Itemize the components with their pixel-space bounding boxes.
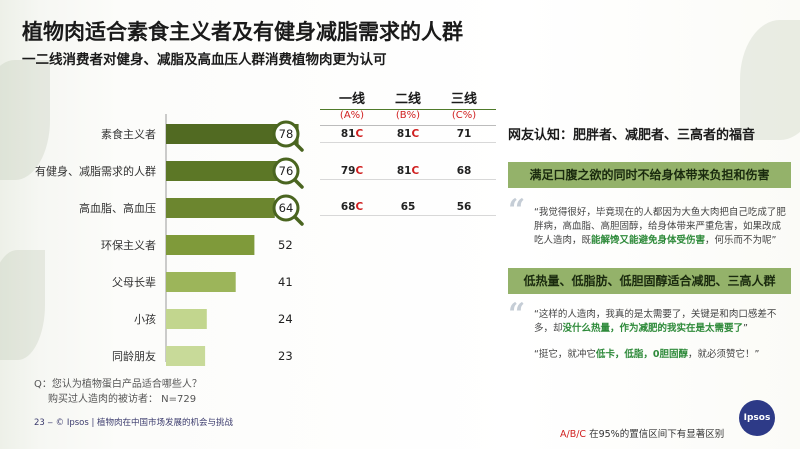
tier-value: 56 <box>440 198 488 216</box>
tier-value-number: 68 <box>340 201 356 213</box>
tier-value: 65 <box>384 198 432 216</box>
sig-mark: C <box>355 201 364 213</box>
quote-icon: “ <box>508 193 526 228</box>
sig-codes: A/B/C <box>560 429 587 440</box>
netizen-quote: “我觉得很好，毕竟现在的人都因为大鱼大肉把自己吃成了肥胖病，高血脂、高胆固醇，给… <box>534 206 786 248</box>
bar <box>166 198 275 218</box>
sig-mark: C <box>411 165 420 177</box>
netizen-quote: “这样的人造肉，我真的是太需要了，关键是和肉口感差不多，却没什么热量，作为减肥的… <box>534 308 786 336</box>
tier-name: 一线 <box>338 92 365 107</box>
tier-header-rule <box>320 125 496 126</box>
bar <box>166 309 207 329</box>
tier-value-number: 81 <box>396 165 412 177</box>
tier-value-number: 65 <box>400 201 416 213</box>
bar <box>166 272 236 292</box>
category-label: 素食主义者 <box>101 127 156 141</box>
bar <box>166 346 206 366</box>
tier-col-tier3: 三线 (C%) <box>440 91 488 123</box>
bar <box>166 124 299 144</box>
bar-chart: 素食主义者 78 有健身、减脂需求的人群 76 高血脂、高血压 64 环保主义者 52 父母长辈… <box>35 114 304 366</box>
tier-col-tier2: 二线 (B%) <box>384 91 432 123</box>
tier-value-number: 79 <box>340 165 356 177</box>
quote-highlight: 低卡，低脂，0胆固醇 <box>595 349 689 360</box>
sig-mark: C <box>355 165 364 177</box>
leaf-decoration <box>740 20 800 140</box>
tier-code: (C%) <box>451 110 477 121</box>
slide-subtitle: 一二线消费者对健身、减脂及高血压人群消费植物肉更为认可 <box>22 52 387 68</box>
data-label: 23 <box>278 349 293 363</box>
tier-value: 81C <box>384 125 432 143</box>
data-label: 41 <box>278 275 293 289</box>
tier-value-number: 56 <box>456 201 472 213</box>
significance-note: A/B/C 在95%的置信区间下有显著区别 <box>560 426 724 440</box>
category-label: 小孩 <box>134 313 156 326</box>
data-label: 76 <box>279 164 294 178</box>
category-label: 父母长辈 <box>112 275 156 289</box>
data-label: 64 <box>279 201 294 215</box>
category-label: 有健身、减脂需求的人群 <box>35 164 156 178</box>
category-label: 环保主义者 <box>101 238 156 252</box>
tier-value: 71 <box>440 125 488 143</box>
page-footer: 23 ‒ © Ipsos | 植物肉在中国市场发展的机会与挑战 <box>34 418 234 428</box>
leaf-decoration <box>0 250 45 360</box>
tier-value: 81C <box>384 162 432 180</box>
tier-row-hypertension: 68C 65 56 <box>320 198 496 216</box>
tier-value-number: 81 <box>396 128 412 140</box>
tier-name: 二线 <box>394 92 421 107</box>
tier-value: 68C <box>328 198 376 216</box>
quote-text: ，就必须赞它！” <box>688 349 760 360</box>
bar <box>166 235 255 255</box>
quote-text: “这样的人造肉，我真的是太需要了，关键是和肉口感差不多，却 <box>534 309 777 334</box>
tier-name: 三线 <box>450 92 477 107</box>
tier-code: (A%) <box>339 110 365 121</box>
category-label: 同龄朋友 <box>112 349 156 363</box>
tier-row-vegetarian: 81C 81C 71 <box>320 125 496 143</box>
sig-mark: C <box>411 128 420 140</box>
tier-value-number: 81 <box>340 128 356 140</box>
quote-text: “我觉得很好，毕竟现在的人都因为大鱼大肉把自己吃成了肥胖病，高血脂、高胆固醇，给… <box>534 207 786 246</box>
sig-mark: C <box>355 128 364 140</box>
magnifier-icon <box>272 157 300 185</box>
footnote-question: Q：您认为植物蛋白产品适合哪些人？ <box>34 379 202 390</box>
netizen-quote: “挺它，就冲它低卡，低脂，0胆固醇，就必须赞它！” <box>534 348 786 362</box>
quote-icon: “ <box>508 297 526 332</box>
quote-text: ” <box>743 323 748 334</box>
tier-code: (B%) <box>395 110 421 121</box>
ipsos-logo: Ipsos <box>739 400 775 436</box>
footnote: Q：您认为植物蛋白产品适合哪些人？ 购买过人造肉的被访者： N=729 <box>34 377 202 407</box>
tier-value: 68 <box>440 162 488 180</box>
tier-value-number: 68 <box>456 165 472 177</box>
bar <box>166 161 296 181</box>
magnifier-icon <box>272 194 300 222</box>
footnote-base: 购买过人造肉的被访者： N=729 <box>48 394 197 405</box>
tier-col-tier1: 一线 (A%) <box>328 91 376 123</box>
data-label: 24 <box>278 312 293 326</box>
tier-value-number: 71 <box>456 128 472 140</box>
tier-value: 79C <box>328 162 376 180</box>
tier-value: 81C <box>328 125 376 143</box>
quote-highlight: 能解馋又能避免身体受伤害 <box>591 235 706 246</box>
quote-highlight: 没什么热量，作为减肥的我实在是太需要了 <box>562 323 744 334</box>
insight-banner: 满足口腹之欲的同时不给身体带来负担和伤害 <box>508 162 791 188</box>
data-label: 78 <box>279 127 294 141</box>
insight-banner: 低热量、低脂肪、低胆固醇适合减肥、三高人群 <box>508 268 791 294</box>
tier-header-rule <box>320 109 496 110</box>
tier-row-fitness: 79C 81C 68 <box>320 162 496 180</box>
quote-text: “挺它，就冲它 <box>534 349 596 360</box>
slide-title: 植物肉适合素食主义者及有健身减脂需求的人群 <box>22 20 463 44</box>
netizen-title: 网友认知：肥胖者、减肥者、三高者的福音 <box>508 128 756 143</box>
category-label: 高血脂、高血压 <box>79 201 156 215</box>
sig-text: 在95%的置信区间下有显著区别 <box>589 429 725 440</box>
data-label: 52 <box>278 238 293 252</box>
quote-text: ，何乐而不为呢” <box>705 235 777 246</box>
magnifier-icon <box>272 120 300 148</box>
